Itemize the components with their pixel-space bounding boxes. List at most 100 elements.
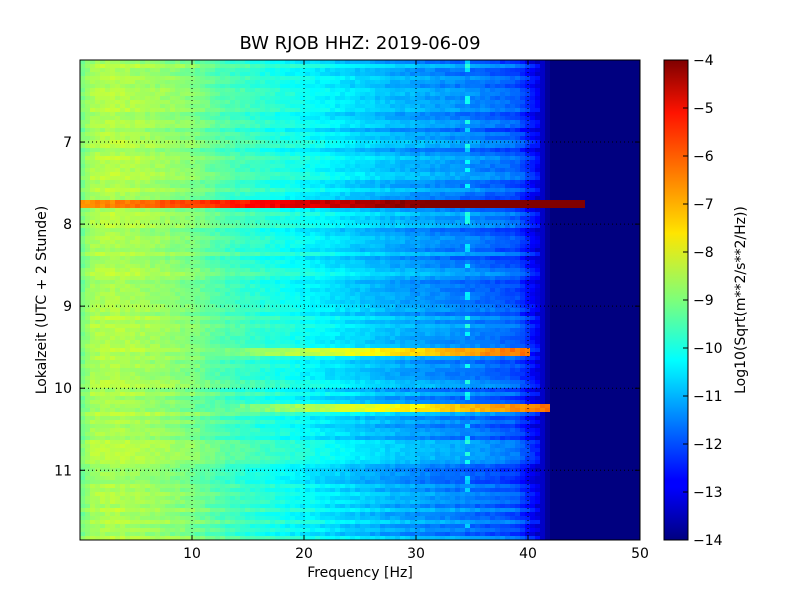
heatmap-cell bbox=[430, 116, 436, 121]
heatmap-cell bbox=[530, 136, 536, 141]
heatmap-cell bbox=[565, 100, 571, 105]
heatmap-cell bbox=[100, 172, 106, 177]
heatmap-cell bbox=[580, 172, 586, 177]
heatmap-cell bbox=[120, 140, 126, 145]
heatmap-cell bbox=[585, 104, 591, 109]
heatmap-cell bbox=[315, 228, 321, 233]
heatmap-cell bbox=[115, 112, 121, 117]
heatmap-cell bbox=[560, 152, 566, 157]
heatmap-cell bbox=[295, 128, 301, 133]
heatmap-cell bbox=[410, 160, 416, 165]
heatmap-cell bbox=[140, 200, 146, 205]
heatmap-cell bbox=[265, 140, 271, 145]
heatmap-cell bbox=[115, 88, 121, 93]
heatmap-cell bbox=[475, 224, 481, 229]
heatmap-cell bbox=[80, 128, 86, 133]
heatmap-cell bbox=[405, 132, 411, 137]
heatmap-cell bbox=[630, 156, 636, 161]
heatmap-cell bbox=[270, 68, 276, 73]
heatmap-cell bbox=[240, 152, 246, 157]
heatmap-cell bbox=[535, 128, 541, 133]
heatmap-cell bbox=[280, 216, 286, 221]
heatmap-cell bbox=[555, 80, 561, 85]
heatmap-cell bbox=[570, 84, 576, 89]
heatmap-cell bbox=[155, 108, 161, 113]
heatmap-cell bbox=[255, 196, 261, 201]
heatmap-cell bbox=[550, 196, 556, 201]
heatmap-cell bbox=[400, 224, 406, 229]
heatmap-cell bbox=[205, 120, 211, 125]
heatmap-cell bbox=[445, 76, 451, 81]
heatmap-cell bbox=[285, 184, 291, 189]
heatmap-cell bbox=[325, 92, 331, 97]
heatmap-cell bbox=[555, 216, 561, 221]
heatmap-cell bbox=[105, 100, 111, 105]
heatmap-cell bbox=[300, 188, 306, 193]
heatmap-cell bbox=[485, 60, 491, 65]
heatmap-cell bbox=[605, 188, 611, 193]
heatmap-cell bbox=[95, 192, 101, 197]
heatmap-cell bbox=[440, 180, 446, 185]
heatmap-cell bbox=[280, 220, 286, 225]
heatmap-cell bbox=[165, 80, 171, 85]
heatmap-cell bbox=[130, 224, 136, 229]
heatmap-cell bbox=[315, 84, 321, 89]
heatmap-cell bbox=[455, 92, 461, 97]
heatmap-cell bbox=[455, 204, 461, 209]
heatmap-cell bbox=[335, 160, 341, 165]
heatmap-cell bbox=[575, 80, 581, 85]
heatmap-cell bbox=[340, 96, 346, 101]
heatmap-cell bbox=[495, 104, 501, 109]
heatmap-cell bbox=[170, 236, 176, 241]
heatmap-cell bbox=[525, 144, 531, 149]
heatmap-cell bbox=[105, 60, 111, 65]
heatmap-cell bbox=[445, 172, 451, 177]
heatmap-cell bbox=[570, 200, 576, 205]
heatmap-cell bbox=[315, 80, 321, 85]
heatmap-cell bbox=[520, 132, 526, 137]
heatmap-cell bbox=[585, 220, 591, 225]
heatmap-cell bbox=[495, 140, 501, 145]
heatmap-cell bbox=[555, 64, 561, 69]
heatmap-cell bbox=[565, 104, 571, 109]
heatmap-cell bbox=[280, 212, 286, 217]
heatmap-cell bbox=[525, 156, 531, 161]
heatmap-cell bbox=[555, 76, 561, 81]
heatmap-cell bbox=[275, 232, 281, 237]
heatmap-cell bbox=[145, 224, 151, 229]
heatmap-cell bbox=[80, 72, 86, 77]
heatmap-cell bbox=[605, 192, 611, 197]
heatmap-cell bbox=[190, 236, 196, 241]
heatmap-cell bbox=[315, 104, 321, 109]
heatmap-cell bbox=[310, 64, 316, 69]
heatmap-cell bbox=[315, 232, 321, 237]
heatmap-cell bbox=[270, 156, 276, 161]
heatmap-cell bbox=[410, 68, 416, 73]
heatmap-cell bbox=[350, 132, 356, 137]
heatmap-cell bbox=[225, 108, 231, 113]
heatmap-cell bbox=[285, 72, 291, 77]
heatmap-cell bbox=[370, 72, 376, 77]
heatmap-cell bbox=[305, 164, 311, 169]
heatmap-cell bbox=[230, 212, 236, 217]
heatmap-cell bbox=[170, 172, 176, 177]
heatmap-cell bbox=[485, 76, 491, 81]
heatmap-cell bbox=[180, 124, 186, 129]
heatmap-cell bbox=[635, 216, 640, 221]
heatmap-cell bbox=[115, 84, 121, 89]
heatmap-cell bbox=[285, 144, 291, 149]
heatmap-cell bbox=[130, 228, 136, 233]
heatmap-cell bbox=[175, 156, 181, 161]
heatmap-cell bbox=[405, 228, 411, 233]
heatmap-cell bbox=[380, 212, 386, 217]
heatmap-cell bbox=[315, 132, 321, 137]
heatmap-cell bbox=[175, 104, 181, 109]
heatmap-cell bbox=[440, 104, 446, 109]
heatmap-cell bbox=[250, 124, 256, 129]
heatmap-cell bbox=[465, 68, 471, 73]
heatmap-cell bbox=[170, 204, 176, 209]
heatmap-cell bbox=[505, 96, 511, 101]
heatmap-cell bbox=[90, 160, 96, 165]
heatmap-cell bbox=[120, 108, 126, 113]
heatmap-cell bbox=[355, 196, 361, 201]
